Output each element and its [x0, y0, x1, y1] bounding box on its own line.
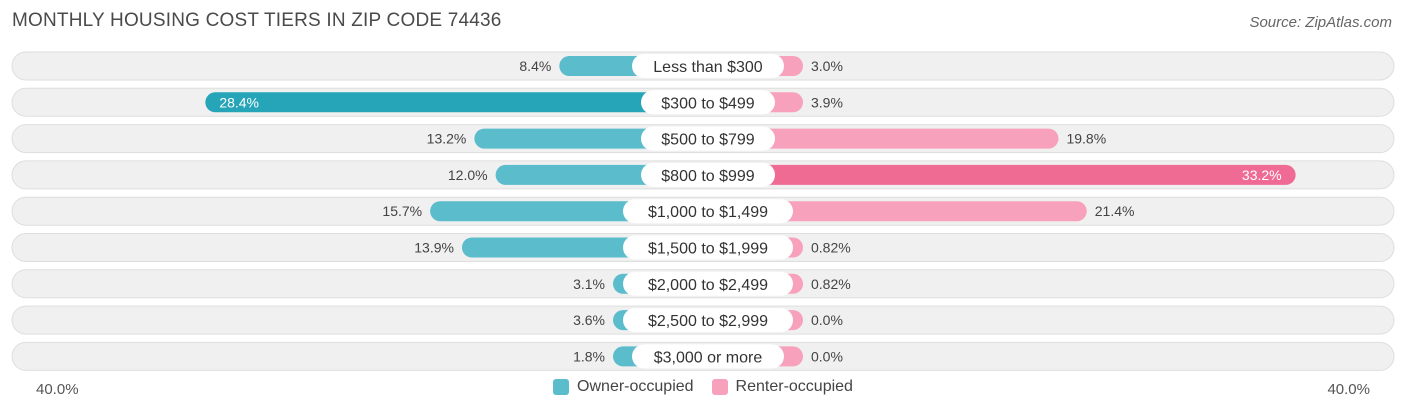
- category-label: $3,000 or more: [654, 349, 763, 366]
- renter-bar: [708, 128, 1059, 149]
- category-pill: [632, 344, 784, 369]
- owner-value-label: 12.0%: [448, 167, 488, 183]
- chart-title: MONTHLY HOUSING COST TIERS IN ZIP CODE 7…: [12, 10, 502, 31]
- legend: Owner-occupied Renter-occupied: [0, 378, 1406, 396]
- category-pill: [641, 126, 775, 151]
- category-label: $1,500 to $1,999: [648, 241, 768, 258]
- axis-right-label: 40.0%: [1327, 381, 1370, 398]
- legend-swatch-renter: [711, 379, 728, 395]
- category-pill: [623, 235, 793, 260]
- category-pill: [632, 54, 784, 78]
- legend-swatch-owner: [553, 379, 570, 395]
- renter-value-label: 0.0%: [811, 348, 843, 364]
- category-label: $2,000 to $2,499: [648, 277, 768, 294]
- legend-label-renter: Renter-occupied: [735, 378, 853, 395]
- legend-item-renter: Renter-occupied: [711, 378, 853, 396]
- category-pill: [623, 199, 793, 224]
- renter-value-label: 19.8%: [1066, 131, 1106, 147]
- category-label: $1,000 to $1,499: [648, 204, 768, 221]
- renter-value-label: 0.0%: [811, 312, 843, 328]
- legend-item-owner: Owner-occupied: [553, 378, 694, 396]
- renter-value-label: 3.9%: [811, 94, 843, 110]
- owner-value-label: 15.7%: [382, 203, 422, 219]
- source-note: Source: ZipAtlas.com: [1249, 14, 1392, 31]
- owner-value-label: 8.4%: [519, 58, 551, 74]
- owner-value-label: 28.4%: [219, 94, 259, 110]
- renter-value-label: 21.4%: [1095, 203, 1135, 219]
- renter-value-label: 33.2%: [1242, 167, 1282, 183]
- owner-value-label: 3.1%: [573, 276, 605, 292]
- owner-bar: [205, 92, 708, 113]
- renter-bar: [708, 164, 1296, 185]
- renter-value-label: 3.0%: [811, 58, 843, 74]
- category-label: $500 to $799: [661, 132, 755, 149]
- axis-left-label: 40.0%: [36, 381, 79, 398]
- owner-value-label: 13.9%: [414, 240, 454, 256]
- category-label: $800 to $999: [661, 168, 755, 185]
- category-label: $2,500 to $2,999: [648, 313, 768, 330]
- legend-label-owner: Owner-occupied: [577, 378, 694, 395]
- category-pill: [641, 162, 775, 187]
- category-label: Less than $300: [653, 59, 763, 76]
- renter-value-label: 0.82%: [811, 276, 851, 292]
- owner-value-label: 13.2%: [427, 131, 467, 147]
- owner-value-label: 3.6%: [573, 312, 605, 328]
- category-label: $300 to $499: [661, 95, 755, 112]
- category-pill: [623, 271, 793, 296]
- renter-value-label: 0.82%: [811, 240, 851, 256]
- owner-value-label: 1.8%: [573, 348, 605, 364]
- renter-bar: [708, 201, 1087, 222]
- category-pill: [641, 90, 775, 115]
- category-pill: [623, 308, 793, 333]
